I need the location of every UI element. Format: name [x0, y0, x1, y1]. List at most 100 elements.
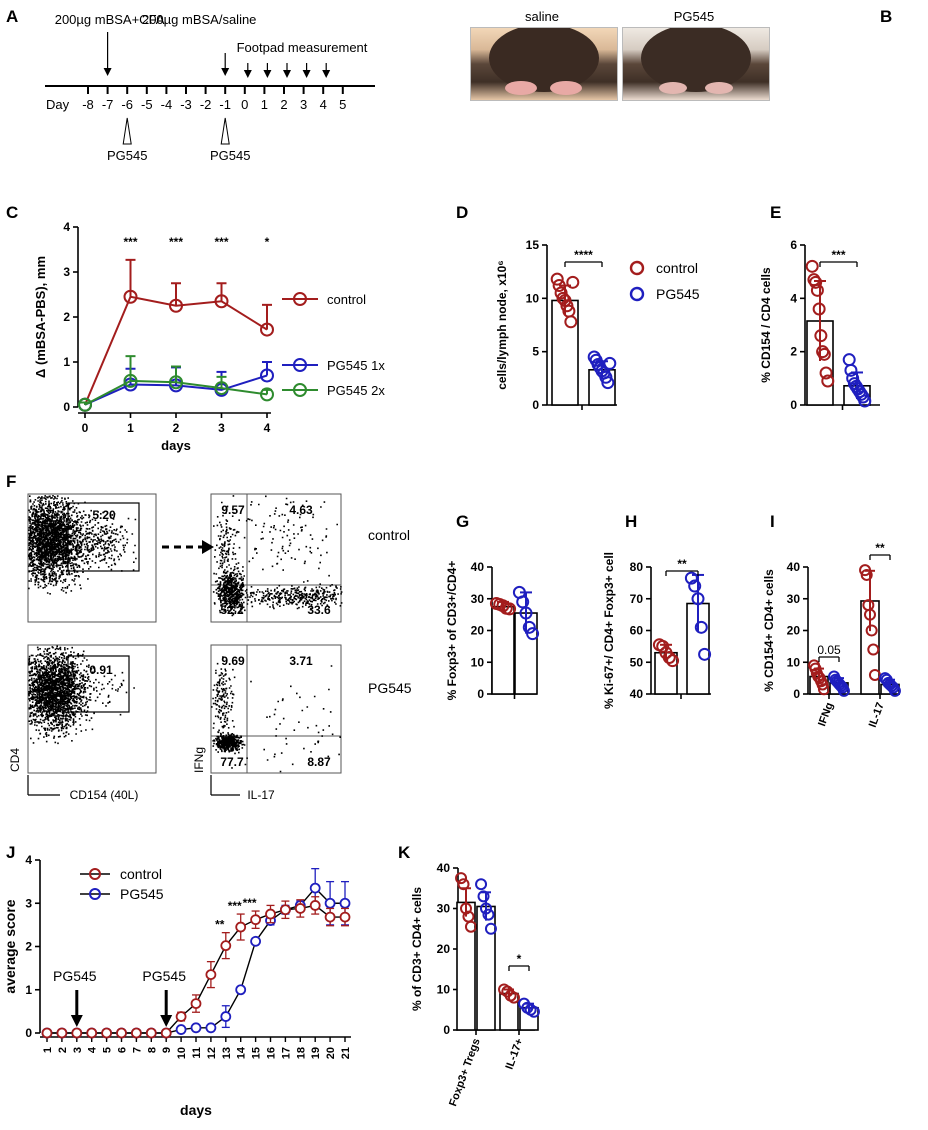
chart-j-x-tick-label: 9 — [161, 1047, 173, 1053]
chart-k-point — [475, 878, 488, 891]
flow-dots-control-cd4 — [28, 495, 98, 595]
chart-i-ylabel: % CD154+ CD4+ cells — [762, 569, 776, 692]
panel-letter-j: J — [6, 843, 15, 862]
chart-i-point — [888, 684, 901, 697]
chart-h-point — [691, 592, 705, 606]
panel-letter-f: F — [6, 472, 16, 491]
flow-dots-pg545-q-left — [212, 731, 245, 755]
chart-i-point — [865, 624, 878, 637]
chart-k-point — [460, 902, 472, 915]
photo-saline — [470, 27, 618, 101]
flow-row-label-pg545: PG545 — [368, 680, 412, 696]
timeline-day-label: -7 — [102, 97, 114, 112]
chart-j-x-tick-label: 21 — [340, 1047, 352, 1059]
chart-j-ylabel: average score — [2, 899, 18, 993]
label-mbsa-saline: 200µg mBSA/saline — [142, 12, 256, 27]
chart-k-y-tick-label: 40 — [437, 861, 451, 875]
chart-j-x-tick-label: 11 — [191, 1047, 203, 1059]
flow-axis-ifng-label: IFNg — [192, 747, 206, 773]
chart-j-point — [86, 1027, 98, 1039]
chart-d-y-tick-label: 5 — [532, 345, 539, 359]
chart-h-y-tick-label: 70 — [630, 592, 644, 606]
timeline-day-label: -3 — [180, 97, 192, 112]
chart-c-legend-label: PG545 1x — [327, 358, 385, 373]
chart-e-y-tick-label: 0 — [790, 398, 797, 412]
chart-g-y-tick-label: 30 — [471, 592, 485, 606]
chart-j-x-tick-label: 8 — [146, 1047, 158, 1053]
chart-c-y-tick-label: 2 — [63, 310, 70, 324]
chart-c-sig-label: *** — [169, 235, 183, 249]
chart-j-point — [220, 1011, 232, 1022]
legend-j-control-marker — [89, 868, 101, 880]
chart-k-point — [484, 922, 497, 935]
chart-j-x-tick-label: 5 — [102, 1047, 114, 1053]
chart-j-x-tick-label: 13 — [221, 1047, 233, 1059]
arrow-footpad-head — [283, 70, 291, 78]
arrow-footpad-head — [263, 70, 272, 78]
chart-c-x-tick-label: 2 — [173, 421, 180, 435]
chart-c-point — [169, 298, 183, 313]
chart-c-xlabel: days — [161, 438, 191, 453]
timeline-day-label: -5 — [141, 97, 153, 112]
chart-c-x-tick-label: 4 — [264, 421, 271, 435]
chart-j-x-tick-label: 7 — [131, 1047, 143, 1053]
timeline-day-label: 1 — [261, 97, 268, 112]
chart-j-point — [324, 911, 336, 923]
chart-c-legend-marker — [293, 383, 307, 397]
chart-g-bar — [491, 605, 515, 695]
chart-k-y-tick-label: 0 — [443, 1023, 450, 1037]
chart-j-treatment-arrow-head — [160, 1015, 173, 1027]
chart-d-y-tick-label: 15 — [526, 238, 540, 252]
chart-i-y-tick-label: 10 — [787, 655, 801, 669]
panel-letter-a: A — [6, 7, 18, 26]
chart-e-ylabel: % CD154 / CD4 cells — [759, 267, 773, 383]
chart-j-point — [116, 1027, 127, 1039]
chart-k-y-tick-label: 20 — [437, 942, 451, 956]
label-photo-pg545: PG545 — [674, 9, 714, 24]
chart-k-point — [527, 1005, 540, 1018]
chart-j-y-tick-label: 4 — [25, 853, 32, 867]
chart-g-y-tick-label: 40 — [471, 560, 485, 574]
chart-g-point — [522, 620, 536, 634]
chart-d-point — [556, 291, 570, 305]
pg545-marker-day-1 — [220, 117, 230, 145]
chart-i-y-tick-label: 20 — [787, 624, 801, 638]
chart-k-point — [455, 872, 468, 885]
flow-axis-il17-label: IL-17 — [247, 788, 275, 802]
arrow-mbsa-saline-head — [221, 68, 230, 76]
chart-j-point — [339, 911, 351, 923]
chart-i-x-tick-label: IFNg — [816, 701, 836, 728]
chart-g-y-tick-label: 10 — [471, 655, 485, 669]
chart-h-point — [698, 647, 712, 661]
chart-e-point — [814, 329, 828, 343]
chart-c-sig-label: *** — [123, 235, 137, 249]
flow-axis-cd4-label: CD4 — [8, 748, 22, 772]
flow-quad-pg545-ul: 9.69 — [221, 654, 245, 668]
chart-j-x-tick-label: 2 — [57, 1047, 69, 1053]
chart-i-significance-label: ** — [875, 541, 885, 555]
chart-g-point — [526, 627, 540, 641]
legend-d-control-marker — [629, 260, 645, 276]
chart-k-y-tick-label: 30 — [437, 902, 451, 916]
chart-j-treatment-arrow-head — [70, 1015, 83, 1027]
chart-c-x-tick-label: 0 — [82, 421, 89, 435]
chart-j-y-tick-label: 0 — [25, 1026, 32, 1040]
chart-j-point — [309, 882, 321, 894]
timeline-day-label: 3 — [300, 97, 307, 112]
chart-e-point — [842, 353, 856, 367]
chart-k-ylabel: % of CD3+ CD4+ cells — [410, 887, 424, 1011]
chart-e-y-tick-label: 6 — [790, 238, 797, 252]
panel-letter-g: G — [456, 512, 469, 531]
label-pg545-day-1: PG545 — [210, 148, 250, 163]
flow-dots-control-q-upper — [214, 495, 338, 585]
chart-h-y-tick-label: 50 — [630, 655, 644, 669]
chart-i-point — [868, 668, 881, 681]
chart-j-point — [250, 935, 262, 947]
chart-c-point — [78, 397, 92, 412]
chart-j-x-tick-label: 6 — [117, 1047, 129, 1053]
chart-c-ylabel: Δ (mBSA-PBS), mm — [33, 256, 48, 378]
chart-j-point — [71, 1027, 83, 1039]
flow-dots-pg545-cd4 — [28, 645, 96, 745]
panel-letter-i: I — [770, 512, 775, 531]
chart-c-legend-label: PG545 2x — [327, 383, 385, 398]
